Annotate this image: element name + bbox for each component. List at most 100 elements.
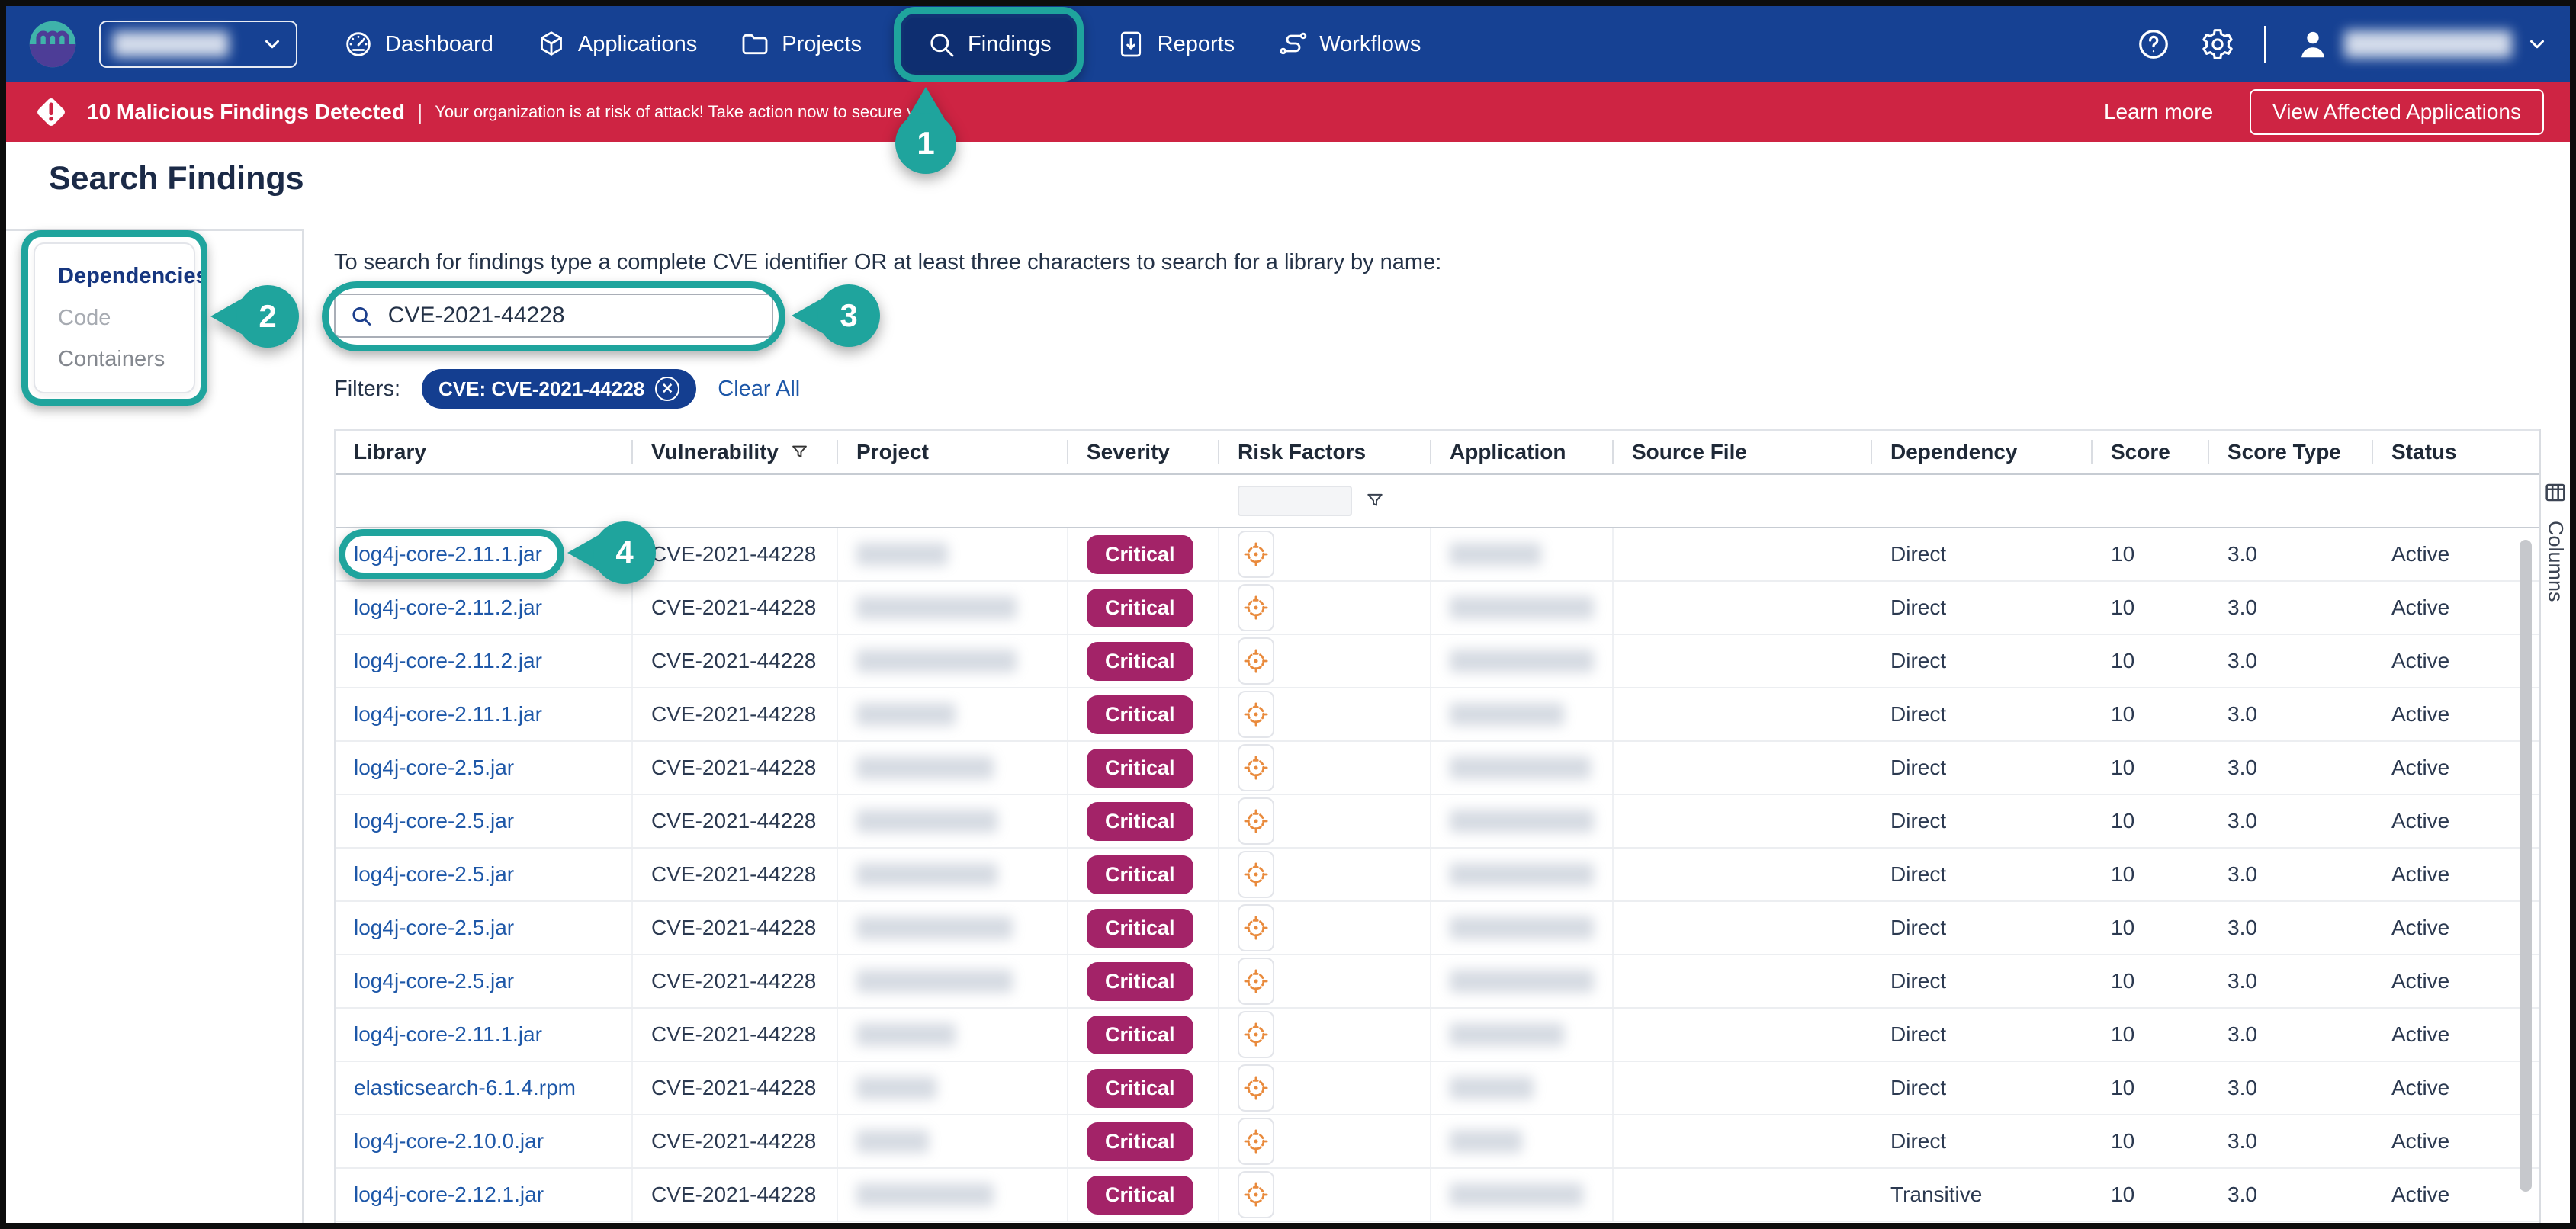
funnel-icon[interactable] <box>1364 490 1386 512</box>
nav-item-dashboard[interactable]: Dashboard <box>343 29 493 59</box>
library-link[interactable]: log4j-core-2.5.jar <box>354 916 515 939</box>
table-vertical-scrollbar[interactable] <box>2520 540 2532 1192</box>
clear-all-filters-link[interactable]: Clear All <box>718 376 801 401</box>
column-header-dependency[interactable]: Dependency <box>1872 431 2093 473</box>
crosshair-target-icon <box>1242 594 1270 621</box>
vulnerability-value: CVE-2021-44228 <box>651 595 817 619</box>
top-navigation-bar: Dashboard Applications Projects Findings Rep… <box>6 6 2570 82</box>
sidebar-item-code[interactable]: Code <box>58 305 111 330</box>
column-header-label: Risk Factors <box>1238 440 1367 464</box>
view-affected-applications-button[interactable]: View Affected Applications <box>2250 89 2544 135</box>
column-header-severity[interactable]: Severity <box>1068 431 1219 473</box>
cell-application <box>1431 528 1614 580</box>
cell-dependency: Direct <box>1872 902 2093 954</box>
library-link[interactable]: log4j-core-2.5.jar <box>354 756 515 779</box>
dependency-value: Direct <box>1890 862 1947 886</box>
risk-factor-chip[interactable] <box>1238 637 1274 685</box>
risk-factor-chip[interactable] <box>1238 851 1274 898</box>
learn-more-link[interactable]: Learn more <box>2103 100 2214 124</box>
cell-source_file <box>1614 849 1872 900</box>
library-link[interactable]: log4j-core-2.5.jar <box>354 809 515 833</box>
score-value: 10 <box>2111 862 2135 886</box>
cell-library: log4j-core-2.11.2.jar <box>336 635 633 687</box>
column-header-library[interactable]: Library <box>336 431 633 473</box>
nav-item-reports[interactable]: Reports <box>1116 29 1235 59</box>
organization-dropdown[interactable] <box>99 21 297 68</box>
table-row: log4j-core-2.5.jar CVE-2021-44228 Critical… <box>336 742 2539 795</box>
banner-title: 10 Malicious Findings Detected <box>87 100 405 124</box>
remove-x-icon[interactable]: ✕ <box>655 377 680 401</box>
cell-source_file <box>1614 795 1872 847</box>
status-value: Active <box>2391 756 2450 779</box>
project-redacted <box>856 650 1017 672</box>
nav-item-workflows[interactable]: Workflows <box>1277 29 1421 59</box>
library-link[interactable]: log4j-core-2.11.1.jar <box>354 1022 542 1046</box>
nav-item-applications[interactable]: Applications <box>536 29 697 59</box>
application-redacted <box>1450 916 1594 939</box>
cell-status: Active <box>2373 688 2538 740</box>
funnel-icon[interactable] <box>789 442 810 463</box>
filters-bar: Filters: CVE: CVE-2021-44228 ✕ Clear All <box>334 369 800 409</box>
sidebar-item-dependencies[interactable]: Dependencies <box>58 264 208 288</box>
vulnerability-value: CVE-2021-44228 <box>651 809 817 833</box>
column-header-vulnerability[interactable]: Vulnerability <box>633 431 838 473</box>
column-header-risk[interactable]: Risk Factors <box>1219 431 1431 473</box>
column-header-source_file[interactable]: Source File <box>1614 431 1872 473</box>
project-redacted <box>856 810 997 833</box>
library-link[interactable]: log4j-core-2.11.2.jar <box>354 649 542 672</box>
column-header-application[interactable]: Application <box>1431 431 1614 473</box>
library-link[interactable]: log4j-core-2.12.1.jar <box>354 1182 544 1206</box>
column-header-project[interactable]: Project <box>838 431 1068 473</box>
risk-factor-chip[interactable] <box>1238 584 1274 631</box>
search-input[interactable] <box>387 303 758 329</box>
dependency-value: Direct <box>1890 1076 1947 1099</box>
cell-score_type: 3.0 <box>2209 1169 2373 1221</box>
cell-status: Active <box>2373 849 2538 900</box>
library-link[interactable]: log4j-core-2.10.0.jar <box>354 1129 544 1153</box>
risk-factor-chip[interactable] <box>1238 1171 1274 1218</box>
column-header-score_type[interactable]: Score Type <box>2209 431 2373 473</box>
cve-filter-chip[interactable]: CVE: CVE-2021-44228 ✕ <box>422 369 697 409</box>
table-row: log4j-core-2.11.1.jar CVE-2021-44228 Criti… <box>336 688 2539 742</box>
score-value: 10 <box>2111 1022 2135 1046</box>
library-link[interactable]: log4j-core-2.5.jar <box>354 862 515 886</box>
cell-dependency: Direct <box>1872 688 2093 740</box>
annotation-pin-3-number: 3 <box>817 284 880 347</box>
vulnerability-value: CVE-2021-44228 <box>651 1129 817 1153</box>
dependency-value: Direct <box>1890 595 1947 619</box>
risk-factor-chip[interactable] <box>1238 691 1274 738</box>
risk-factor-chip[interactable] <box>1238 1064 1274 1112</box>
column-header-status[interactable]: Status <box>2373 431 2538 473</box>
cell-dependency: Direct <box>1872 528 2093 580</box>
risk-factor-chip[interactable] <box>1238 744 1274 791</box>
severity-badge: Critical <box>1087 801 1193 841</box>
risk-factor-chip[interactable] <box>1238 958 1274 1005</box>
nav-item-findings[interactable]: Findings <box>894 7 1084 82</box>
cell-risk <box>1219 795 1431 847</box>
cell-project <box>838 849 1068 900</box>
library-link[interactable]: log4j-core-2.11.1.jar <box>354 542 542 566</box>
cell-score_type: 3.0 <box>2209 742 2373 794</box>
cell-score_type: 3.0 <box>2209 688 2373 740</box>
risk-factors-filter-input[interactable] <box>1238 486 1352 516</box>
user-menu[interactable] <box>2295 27 2549 62</box>
columns-panel-toggle[interactable]: Columns <box>2539 429 2570 1223</box>
help-icon[interactable] <box>2136 27 2171 62</box>
library-link[interactable]: elasticsearch-6.1.4.rpm <box>354 1076 577 1099</box>
library-link[interactable]: log4j-core-2.11.1.jar <box>354 702 542 726</box>
risk-factor-chip[interactable] <box>1238 1118 1274 1165</box>
risk-factor-chip[interactable] <box>1238 797 1274 845</box>
cell-application <box>1431 955 1614 1007</box>
risk-factor-chip[interactable] <box>1238 1011 1274 1058</box>
library-link[interactable]: log4j-core-2.11.2.jar <box>354 595 542 619</box>
sidebar-item-containers[interactable]: Containers <box>58 347 165 371</box>
nav-item-projects[interactable]: Projects <box>740 29 862 59</box>
gear-icon[interactable] <box>2200 27 2235 62</box>
risk-factor-chip[interactable] <box>1238 531 1274 578</box>
findings-search-box[interactable] <box>334 294 773 338</box>
library-link[interactable]: log4j-core-2.5.jar <box>354 969 515 993</box>
cell-score: 10 <box>2093 1115 2209 1167</box>
annotation-pin-2-number: 2 <box>236 285 299 348</box>
column-header-score[interactable]: Score <box>2093 431 2209 473</box>
risk-factor-chip[interactable] <box>1238 904 1274 951</box>
